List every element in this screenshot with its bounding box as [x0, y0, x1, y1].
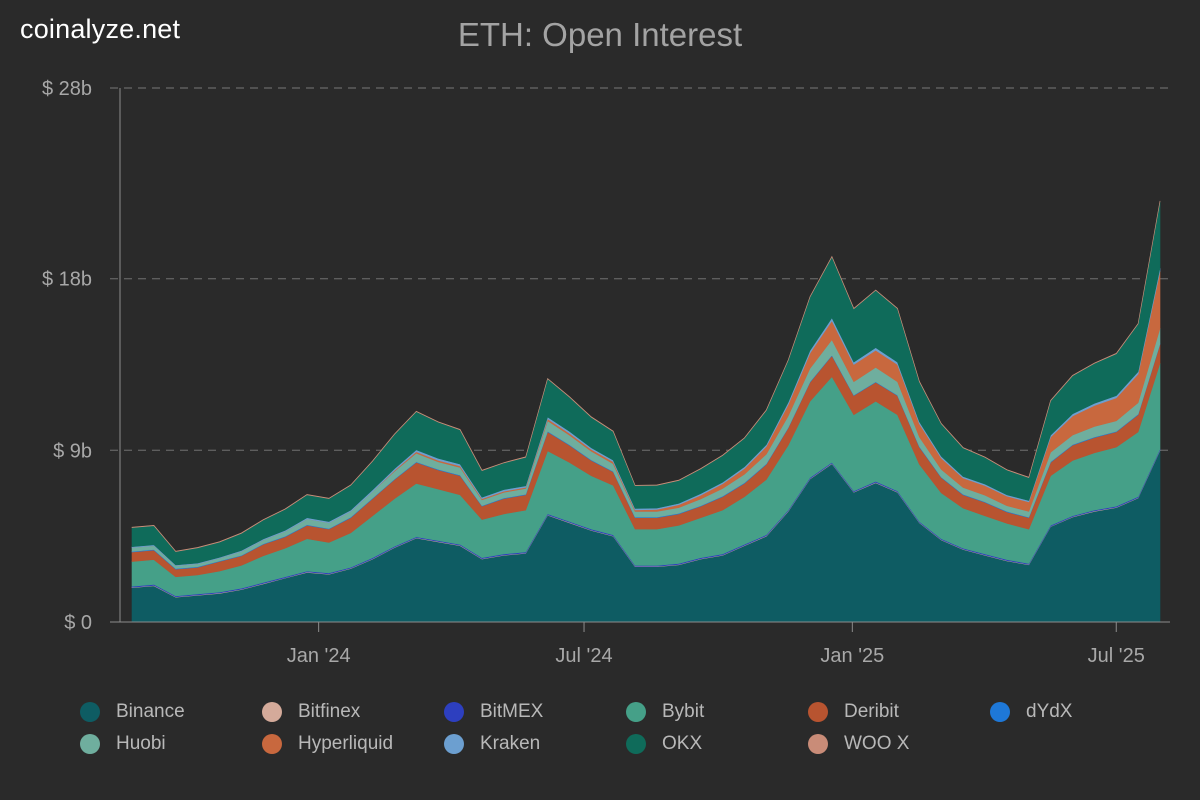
axes	[110, 88, 1170, 623]
y-axis-ticks: $ 0 $ 9b $ 18b $ 28b	[42, 78, 92, 634]
legend-item-woo-x[interactable]: WOO X	[808, 732, 990, 756]
series-areas	[131, 200, 1161, 623]
brand-watermark: coinalyze.net	[20, 14, 181, 44]
legend-swatch-icon	[626, 702, 646, 722]
legend-swatch-icon	[262, 734, 282, 754]
legend-label: Huobi	[116, 733, 166, 754]
x-tick-label: Jul '25	[1088, 645, 1145, 667]
legend-item-hyperliquid[interactable]: Hyperliquid	[262, 732, 444, 756]
legend-swatch-icon	[808, 702, 828, 722]
x-tick-label: Jan '24	[287, 645, 351, 667]
legend-label: OKX	[662, 733, 703, 754]
chart-title: ETH: Open Interest	[457, 16, 743, 53]
legend-item-binance[interactable]: Binance	[80, 700, 262, 724]
legend-swatch-icon	[990, 702, 1010, 722]
legend-item-huobi[interactable]: Huobi	[80, 732, 262, 756]
legend-label: BitMEX	[480, 701, 544, 722]
legend-swatch-icon	[444, 702, 464, 722]
y-tick-label: $ 18b	[42, 269, 92, 291]
legend-label: Hyperliquid	[298, 733, 394, 754]
legend-item-okx[interactable]: OKX	[626, 732, 808, 756]
legend-label: Kraken	[480, 733, 541, 754]
y-tick-label: $ 0	[64, 612, 92, 634]
legend-item-bybit[interactable]: Bybit	[626, 700, 808, 724]
legend-item-kraken[interactable]: Kraken	[444, 732, 626, 756]
legend-swatch-icon	[80, 702, 100, 722]
y-tick-label: $ 9b	[53, 440, 92, 462]
legend-item-bitfinex[interactable]: Bitfinex	[262, 700, 444, 724]
legend-item-deribit[interactable]: Deribit	[808, 700, 990, 724]
y-tick-label: $ 28b	[42, 78, 92, 100]
legend-item-dydx[interactable]: dYdX	[990, 700, 1172, 724]
legend-label: Bybit	[662, 701, 705, 722]
x-tick-label: Jan '25	[820, 645, 884, 667]
legend: Binance Bitfinex BitMEX Bybit Deribit dYdX Huo…	[80, 700, 1172, 756]
legend-label: dYdX	[1026, 701, 1073, 722]
legend-swatch-icon	[626, 734, 646, 754]
legend-swatch-icon	[444, 734, 464, 754]
legend-swatch-icon	[262, 702, 282, 722]
legend-label: WOO X	[844, 733, 910, 754]
x-tick-label: Jul '24	[555, 645, 612, 667]
legend-label: Deribit	[844, 701, 899, 722]
x-axis-ticks: Jan '24 Jul '24 Jan '25 Jul '25	[287, 622, 1145, 667]
legend-label: Bitfinex	[298, 701, 361, 722]
chart-area: $ 0$ 9b$ 18b$ 28b Jan '24 Jul '24 Jan '25 J…	[42, 78, 1170, 667]
legend-swatch-icon	[80, 734, 100, 754]
grid-lines	[110, 87, 1170, 452]
legend-label: Binance	[116, 701, 185, 722]
series-area-woo-x	[131, 200, 1161, 552]
legend-item-bitmex[interactable]: BitMEX	[444, 700, 626, 724]
legend-swatch-icon	[808, 734, 828, 754]
